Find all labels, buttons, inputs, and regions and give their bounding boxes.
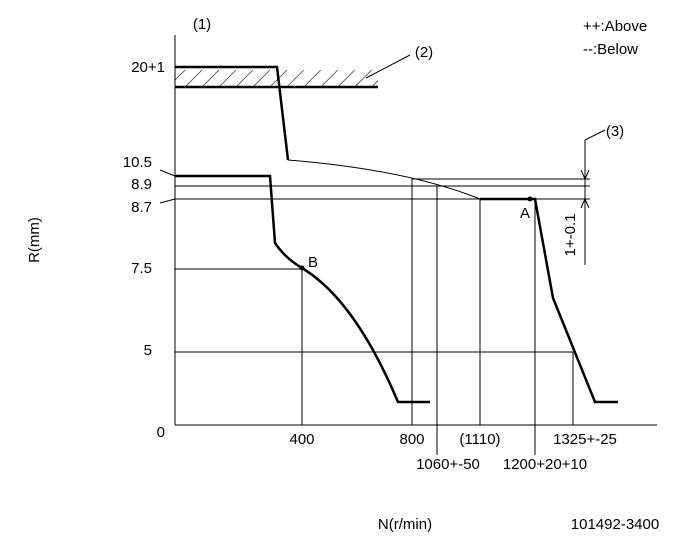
x-label: (1110) — [459, 431, 500, 448]
callout: (3) — [606, 123, 624, 140]
curves — [175, 65, 618, 404]
axes — [174, 35, 657, 426]
y-label: 20+1 — [131, 59, 165, 76]
x-label: 1200+20+10 — [503, 456, 587, 473]
callout: (2) — [415, 44, 433, 61]
tolerance-label: 1+-0.1 — [562, 214, 579, 257]
y-label: 7.5 — [131, 260, 152, 277]
legend-entry: ++:Above — [583, 18, 647, 35]
legend-entry: --:Below — [583, 41, 638, 58]
stopper — [175, 54, 411, 89]
y-label: 0 — [157, 424, 165, 441]
point-label: A — [520, 205, 530, 222]
x-label: 400 — [289, 431, 314, 448]
callout: (1) — [193, 16, 211, 33]
x-label: 800 — [399, 431, 424, 448]
x-axis-title: N(r/min) — [378, 516, 432, 533]
y-label: 5 — [144, 342, 152, 359]
y-axis-title: R(mm) — [26, 217, 43, 263]
drawing-number: 101492-3400 — [571, 516, 659, 533]
x-label: 1060+-50 — [416, 456, 480, 473]
y-label: 10.5 — [123, 154, 152, 171]
y-label: 8.7 — [131, 199, 152, 216]
x-label: 1325+-25 — [553, 431, 617, 448]
y-label: 8.9 — [131, 176, 152, 193]
point-label: B — [308, 254, 318, 271]
guide-lines — [159, 129, 606, 455]
